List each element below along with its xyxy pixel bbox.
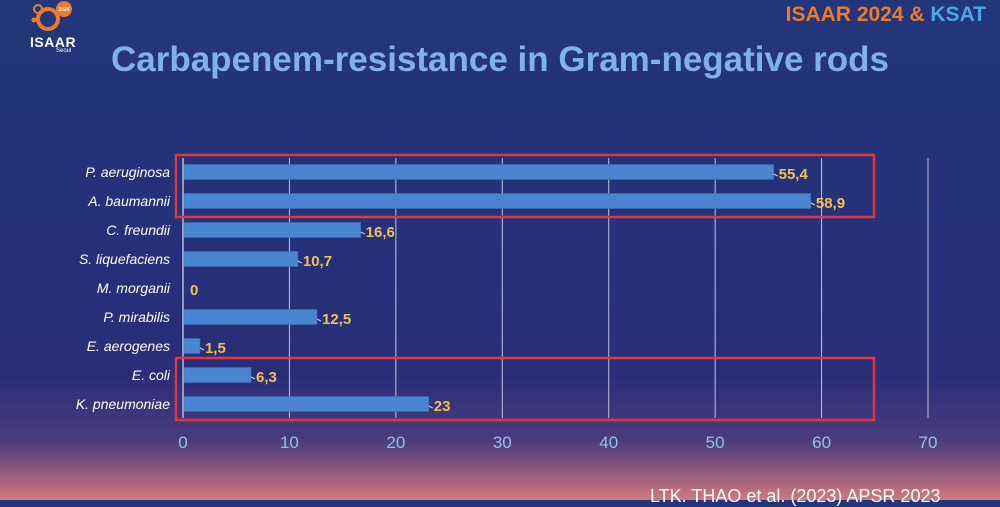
bar [183,164,774,180]
category-label: S. liquefaciens [79,251,170,267]
page-title: Carbapenem-resistance in Gram-negative r… [110,40,890,79]
source-citation: LTK. THAO et al. (2023) APSR 2023 [650,486,941,506]
category-label: C. freundii [106,222,171,238]
bar [183,193,812,209]
category-label: P. aeruginosa [85,164,170,180]
category-label: A. baumannii [87,193,171,209]
value-label: 6,3 [256,369,277,386]
value-label: 1,5 [205,340,226,357]
bar [183,251,299,267]
x-tick-label: 60 [812,433,831,452]
category-label: P. mirabilis [103,309,170,325]
highlight-box [174,153,876,219]
value-label: 12,5 [322,311,351,328]
x-tick-label: 40 [599,433,618,452]
x-tick-label: 70 [919,433,938,452]
bar [183,367,252,383]
value-label: 23 [434,398,451,415]
category-label: E. aerogenes [87,338,170,354]
category-label: K. pneumoniae [76,396,170,412]
value-leader-line [199,347,205,351]
value-leader-line [810,202,816,206]
logo-year: 2024 [58,7,69,13]
value-label: 55,4 [779,166,809,183]
x-tick-label: 10 [280,433,299,452]
value-label: 10,7 [303,253,332,270]
logo-name: ISAAR [30,34,77,50]
bar [183,396,430,412]
value-leader-line [773,173,778,177]
value-label: 0 [190,282,198,299]
category-label: M. morganii [97,280,171,296]
value-leader-line [360,231,365,235]
isaar-logo-icon: 2024 [31,1,72,31]
x-tick-label: 20 [386,433,405,452]
x-tick-label: 30 [493,433,512,452]
x-tick-label: 50 [706,433,725,452]
logo-city: Seoul [56,48,72,54]
x-tick-label: 0 [178,433,187,452]
brand-isaar: ISAAR 2024 [785,3,904,26]
brand-amp: & [903,3,931,26]
highlight-box [174,356,876,422]
brand-ksat: KSAT [930,3,986,26]
bar [183,222,361,238]
conference-brand: ISAAR 2024 & KSAT [786,3,986,27]
value-leader-line [297,260,303,264]
category-label: E. coli [132,367,171,383]
value-label: 58,9 [816,195,845,212]
value-label: 16,6 [366,224,395,241]
value-leader-line [428,405,434,409]
value-leader-line [316,318,322,322]
value-leader-line [250,376,256,380]
bar [183,309,318,325]
bar [183,338,201,354]
